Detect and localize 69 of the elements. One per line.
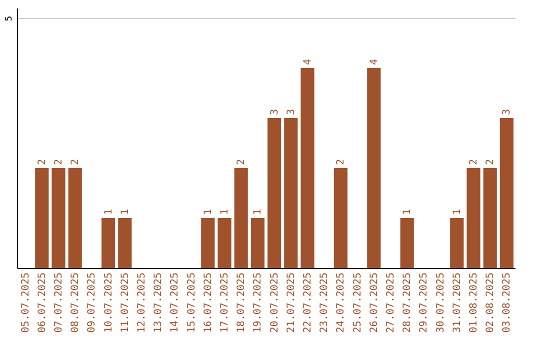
bar [450, 218, 464, 268]
bar [284, 118, 298, 268]
bar [267, 118, 282, 268]
x-tick-label: 29.07.2025 [418, 272, 430, 333]
bar [35, 168, 49, 268]
x-tick-label: 03.08.2025 [502, 272, 513, 333]
y-tick-label: 5 [4, 16, 14, 22]
data-label: 3 [502, 108, 513, 115]
data-label: 2 [36, 158, 48, 165]
bar [118, 218, 132, 268]
bar [483, 168, 497, 268]
bar [300, 68, 314, 268]
bar [52, 168, 66, 268]
x-tick-label: 24.07.2025 [336, 272, 347, 333]
x-tick-label: 26.07.2025 [368, 272, 380, 333]
data-label: 1 [103, 208, 114, 215]
data-label: 1 [220, 208, 230, 215]
data-label: 3 [269, 108, 280, 115]
x-tick-label: 30.07.2025 [435, 272, 446, 333]
x-tick-label: 02.08.2025 [485, 272, 496, 333]
bar [250, 218, 265, 268]
x-tick-label: 19.07.2025 [252, 272, 264, 333]
x-tick-label: 09.07.2025 [86, 272, 98, 333]
x-tick-label: 16.07.2025 [202, 272, 214, 333]
bar [201, 218, 215, 268]
data-label: 1 [402, 208, 414, 215]
x-tick-label: 28.07.2025 [402, 272, 414, 333]
data-label: 2 [468, 158, 480, 165]
data-label: 2 [236, 158, 248, 165]
bar [68, 168, 82, 268]
x-tick-label: 11.07.2025 [120, 272, 131, 333]
bar [500, 118, 514, 268]
x-tick-label: 25.07.2025 [352, 272, 364, 333]
x-tick-label: 15.07.2025 [186, 272, 198, 333]
x-tick-label: 18.07.2025 [236, 272, 248, 333]
bar [400, 218, 414, 268]
data-label: 1 [202, 208, 214, 215]
x-tick-label: 12.07.2025 [136, 272, 148, 333]
data-label: 1 [252, 208, 264, 215]
bar [101, 218, 116, 268]
x-tick-label: 27.07.2025 [386, 272, 396, 333]
data-label: 4 [368, 58, 380, 65]
x-tick-label: 05.07.2025 [20, 272, 32, 333]
data-label: 2 [336, 158, 347, 165]
x-tick-label: 08.07.2025 [70, 272, 82, 333]
bar [367, 68, 381, 268]
x-tick-label: 23.07.2025 [319, 272, 330, 333]
data-label: 3 [286, 108, 297, 115]
data-label: 4 [302, 58, 314, 65]
x-tick-label: 21.07.2025 [286, 272, 297, 333]
x-tick-label: 17.07.2025 [220, 272, 230, 333]
data-label: 1 [452, 208, 463, 215]
bar [218, 218, 232, 268]
x-tick-label: 07.07.2025 [54, 272, 64, 333]
x-tick-label: 01.08.2025 [468, 272, 480, 333]
x-tick-label: 31.07.2025 [452, 272, 463, 333]
data-label: 1 [120, 208, 131, 215]
x-tick-label: 06.07.2025 [36, 272, 48, 333]
x-tick-label: 20.07.2025 [269, 272, 280, 333]
x-tick-label: 10.07.2025 [103, 272, 114, 333]
x-tick-label: 22.07.2025 [302, 272, 314, 333]
data-label: 2 [70, 158, 82, 165]
data-label: 2 [54, 158, 64, 165]
bar [466, 168, 480, 268]
data-label: 2 [485, 158, 496, 165]
x-tick-label: 14.07.2025 [170, 272, 181, 333]
bar [334, 168, 348, 268]
x-tick-label: 13.07.2025 [153, 272, 164, 333]
bar [234, 168, 248, 268]
